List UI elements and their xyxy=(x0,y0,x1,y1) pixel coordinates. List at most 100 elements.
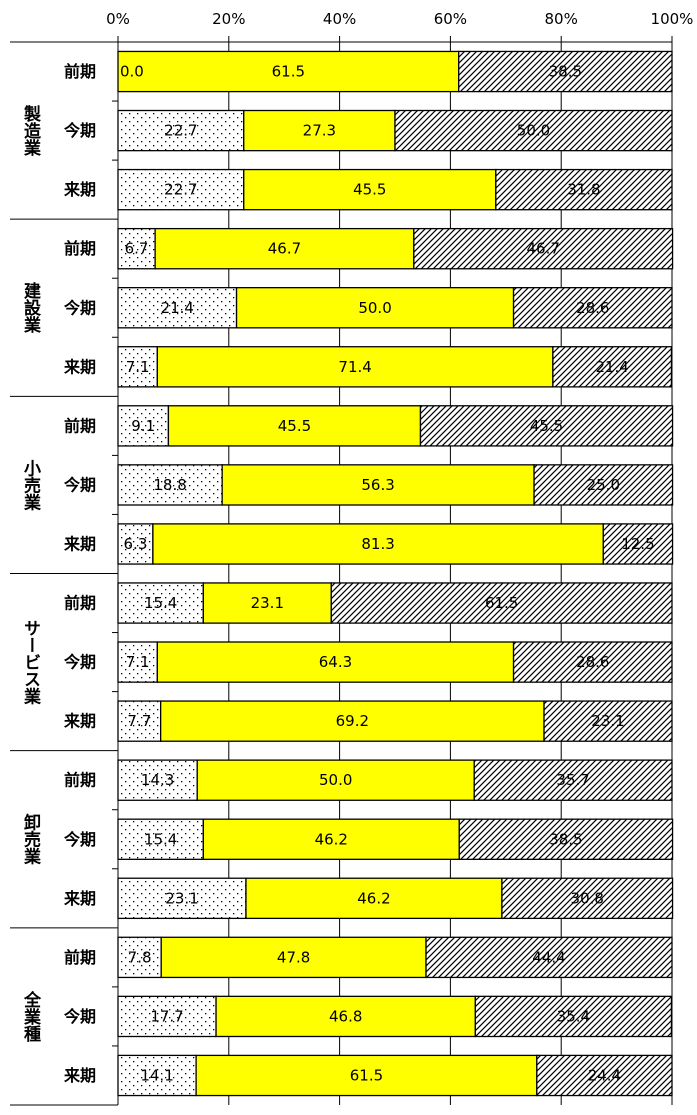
data-label: 21.4 xyxy=(595,358,628,376)
bar-segment-up xyxy=(458,818,674,860)
row-label: 前期 xyxy=(64,594,96,613)
bar-segment-up xyxy=(458,50,673,93)
data-label: 46.7 xyxy=(268,240,301,258)
x-tick-label: 60% xyxy=(434,10,467,28)
data-label: 27.3 xyxy=(303,122,336,140)
data-label: 47.8 xyxy=(277,948,310,966)
data-label: 46.2 xyxy=(315,830,348,848)
data-label: 14.1 xyxy=(140,1066,173,1084)
row-label: 前期 xyxy=(64,62,96,81)
bar-segment-down xyxy=(117,759,198,801)
bar-segment-down xyxy=(117,700,162,742)
data-label: 44.4 xyxy=(532,948,565,966)
data-label: 46.7 xyxy=(526,240,559,258)
row-label: 来期 xyxy=(63,357,96,376)
bar-segment-down xyxy=(117,168,245,211)
x-tick-label: 100% xyxy=(651,10,694,28)
bar-segment-down xyxy=(117,346,158,388)
data-label: 69.2 xyxy=(336,712,369,730)
data-label: 45.5 xyxy=(353,181,386,199)
data-label: 50.0 xyxy=(517,122,550,140)
row-label: 今期 xyxy=(63,830,96,849)
data-label: 22.7 xyxy=(164,122,197,140)
group-label: 全業種 xyxy=(20,990,42,1043)
data-label: 23.1 xyxy=(251,594,284,612)
data-label: 61.5 xyxy=(272,63,305,81)
bar-segment-up xyxy=(425,936,673,979)
bar-segment-up xyxy=(552,346,673,388)
row-label: 今期 xyxy=(63,298,96,317)
row-label: 来期 xyxy=(63,180,96,199)
data-label: 21.4 xyxy=(161,299,194,317)
bar-segment-down xyxy=(117,582,204,624)
data-label: 7.1 xyxy=(126,653,150,671)
bar-segment-flat xyxy=(156,346,554,388)
data-label: 24.4 xyxy=(588,1066,621,1084)
data-label: 22.7 xyxy=(164,181,197,199)
data-label: 9.1 xyxy=(131,417,155,435)
bar-segment-flat xyxy=(154,227,415,270)
data-label: 56.3 xyxy=(361,476,394,494)
data-label: 38.5 xyxy=(549,830,582,848)
data-label: 35.4 xyxy=(557,1007,590,1025)
data-label: 61.5 xyxy=(350,1066,383,1084)
data-label: 28.6 xyxy=(576,299,609,317)
bar-segment-up xyxy=(473,759,673,801)
bar-segment-flat xyxy=(160,936,427,979)
data-label: 71.4 xyxy=(338,358,371,376)
bar-segment-up xyxy=(474,995,673,1038)
data-label: 25.0 xyxy=(587,476,620,494)
data-label: 46.8 xyxy=(329,1007,362,1025)
x-tick-label: 0% xyxy=(106,10,130,28)
data-label: 81.3 xyxy=(361,535,394,553)
row-label: 来期 xyxy=(63,534,96,553)
group-label: 小売業 xyxy=(20,459,41,511)
group-label: 製造業 xyxy=(20,104,42,157)
data-label: 45.5 xyxy=(278,417,311,435)
group-label: サービス業 xyxy=(20,620,41,706)
data-label: 23.1 xyxy=(591,712,624,730)
data-label: 15.4 xyxy=(144,594,177,612)
data-label: 12.5 xyxy=(621,535,654,553)
bar-segment-flat xyxy=(243,109,396,152)
row-label: 前期 xyxy=(64,771,96,790)
bar-segment-up xyxy=(413,227,674,270)
bar-segment-flat xyxy=(235,287,515,329)
data-label: 38.5 xyxy=(549,63,582,81)
data-label: 7.7 xyxy=(127,712,151,730)
row-label: 前期 xyxy=(64,239,96,258)
bar-segment-flat xyxy=(243,168,497,211)
bar-segment-flat xyxy=(202,818,460,860)
data-label: 46.2 xyxy=(357,889,390,907)
group-label: 卸売業 xyxy=(20,813,41,866)
bar-segment-down xyxy=(117,227,156,270)
data-label: 7.8 xyxy=(128,948,152,966)
data-label: 31.8 xyxy=(567,181,600,199)
row-label: 来期 xyxy=(63,1066,96,1085)
bar-segment-up xyxy=(536,1054,673,1097)
bar-segment-up xyxy=(543,700,673,742)
row-label: 来期 xyxy=(63,889,96,908)
data-label: 7.1 xyxy=(126,358,150,376)
row-label: 前期 xyxy=(64,948,96,967)
bar-segment-up xyxy=(330,582,673,624)
data-label: 14.3 xyxy=(141,771,174,789)
bar-segment-flat xyxy=(117,50,460,93)
bar-segment-up xyxy=(501,877,674,920)
bar-segment-down xyxy=(117,523,154,565)
bar-segment-up xyxy=(394,109,673,152)
data-label: 15.4 xyxy=(144,830,177,848)
bar-segment-flat xyxy=(221,464,535,506)
bar-segment-flat xyxy=(195,1054,538,1097)
data-label: 18.8 xyxy=(153,476,186,494)
row-label: 今期 xyxy=(63,475,96,494)
data-label: 23.1 xyxy=(165,889,198,907)
data-label: 30.8 xyxy=(571,889,604,907)
bar-segment-down xyxy=(117,109,245,152)
bar-segment-down xyxy=(117,1054,197,1097)
row-label: 今期 xyxy=(63,653,96,672)
data-label: 64.3 xyxy=(319,653,352,671)
data-label: 6.3 xyxy=(124,535,148,553)
